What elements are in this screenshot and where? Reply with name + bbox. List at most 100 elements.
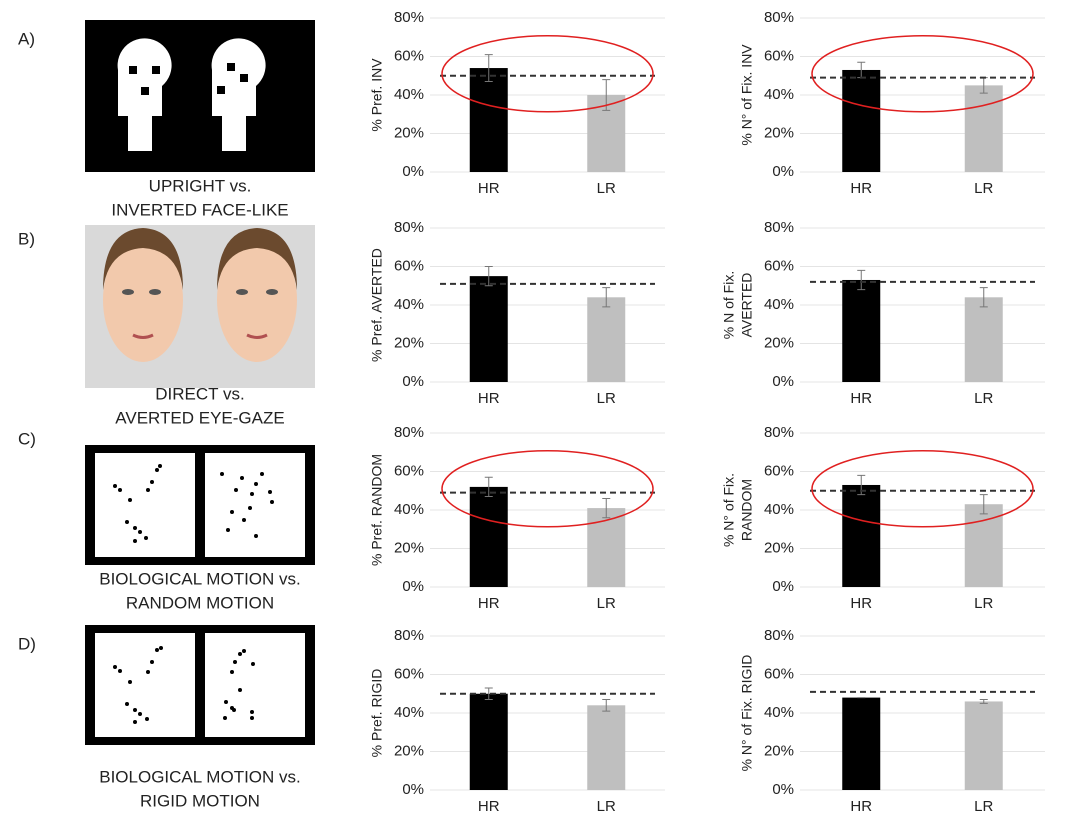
y-axis-label: RANDOM bbox=[739, 479, 755, 541]
bar bbox=[842, 279, 881, 382]
y-tick-label: 20% bbox=[764, 124, 794, 141]
x-tick-label: HR bbox=[850, 595, 872, 612]
bar bbox=[964, 504, 1003, 587]
y-axis-label: % N° of Fix. bbox=[721, 473, 737, 547]
y-tick-label: 0% bbox=[402, 373, 424, 390]
highlight-ellipse bbox=[811, 35, 1034, 113]
stimulus-caption: UPRIGHT vs. bbox=[149, 176, 252, 195]
x-tick-label: HR bbox=[478, 180, 500, 197]
y-tick-label: 0% bbox=[772, 781, 794, 798]
panel-label: A) bbox=[18, 29, 35, 48]
bar bbox=[842, 69, 881, 172]
panel-label: D) bbox=[18, 634, 36, 653]
stimulus-caption: BIOLOGICAL MOTION vs. bbox=[99, 569, 301, 588]
x-tick-label: HR bbox=[478, 390, 500, 407]
stimulus-caption: INVERTED FACE-LIKE bbox=[111, 200, 288, 219]
stimulus-rigid-motion bbox=[85, 625, 315, 745]
y-axis-label: % Pref. INV bbox=[369, 58, 385, 132]
x-tick-label: LR bbox=[974, 595, 993, 612]
bar bbox=[587, 508, 626, 587]
bar bbox=[964, 85, 1003, 172]
y-tick-label: 60% bbox=[394, 462, 424, 479]
stimulus-caption: DIRECT vs. bbox=[155, 384, 244, 403]
y-tick-label: 40% bbox=[394, 704, 424, 721]
error-bar bbox=[602, 699, 611, 712]
y-tick-label: 0% bbox=[402, 781, 424, 798]
y-tick-label: 40% bbox=[764, 704, 794, 721]
error-bar bbox=[484, 476, 493, 498]
error-bar bbox=[602, 287, 611, 308]
bar bbox=[964, 701, 1003, 790]
panel-label: B) bbox=[18, 229, 35, 248]
y-tick-label: 80% bbox=[394, 9, 424, 26]
bar bbox=[842, 697, 881, 790]
error-bar bbox=[484, 54, 493, 83]
y-tick-label: 60% bbox=[764, 462, 794, 479]
highlight-ellipse bbox=[441, 35, 654, 113]
x-tick-label: HR bbox=[850, 798, 872, 815]
bar bbox=[587, 705, 626, 790]
error-bar bbox=[979, 494, 988, 515]
y-tick-label: 60% bbox=[764, 47, 794, 64]
y-tick-label: 0% bbox=[772, 163, 794, 180]
x-tick-label: HR bbox=[850, 390, 872, 407]
x-tick-label: LR bbox=[597, 390, 616, 407]
y-tick-label: 60% bbox=[394, 47, 424, 64]
y-tick-label: 20% bbox=[394, 742, 424, 759]
x-tick-label: LR bbox=[597, 180, 616, 197]
y-axis-label: % Pref. RANDOM bbox=[369, 454, 385, 566]
y-axis-label: % Pref. RIGID bbox=[369, 669, 385, 758]
stimulus-caption: AVERTED EYE-GAZE bbox=[115, 408, 284, 427]
y-tick-label: 40% bbox=[764, 86, 794, 103]
y-tick-label: 60% bbox=[394, 665, 424, 682]
y-tick-label: 0% bbox=[772, 373, 794, 390]
stimulus-faces bbox=[85, 225, 315, 388]
y-axis-label: % N° of Fix. INV bbox=[739, 44, 755, 146]
y-tick-label: 80% bbox=[764, 219, 794, 236]
x-tick-label: LR bbox=[597, 595, 616, 612]
error-bar bbox=[857, 269, 866, 291]
y-tick-label: 20% bbox=[764, 334, 794, 351]
error-bar bbox=[484, 266, 493, 287]
y-axis-label: % N of Fix. bbox=[721, 271, 737, 339]
y-tick-label: 0% bbox=[402, 163, 424, 180]
y-tick-label: 40% bbox=[764, 501, 794, 518]
y-tick-label: 20% bbox=[764, 742, 794, 759]
y-tick-label: 40% bbox=[764, 296, 794, 313]
y-tick-label: 80% bbox=[764, 424, 794, 441]
bar bbox=[469, 276, 508, 382]
x-tick-label: LR bbox=[974, 798, 993, 815]
stimulus-caption: RANDOM MOTION bbox=[126, 593, 274, 612]
y-tick-label: 60% bbox=[394, 257, 424, 274]
x-tick-label: LR bbox=[597, 798, 616, 815]
x-tick-label: LR bbox=[974, 390, 993, 407]
x-tick-label: HR bbox=[850, 180, 872, 197]
y-tick-label: 60% bbox=[764, 665, 794, 682]
y-axis-label: % N° of Fix. RIGID bbox=[739, 655, 755, 772]
error-bar bbox=[484, 687, 493, 701]
stimulus-random-motion bbox=[85, 445, 315, 565]
x-tick-label: LR bbox=[974, 180, 993, 197]
stimulus-caption: RIGID MOTION bbox=[140, 791, 260, 810]
y-tick-label: 40% bbox=[394, 501, 424, 518]
y-tick-label: 80% bbox=[394, 627, 424, 644]
bar bbox=[469, 486, 508, 587]
y-tick-label: 60% bbox=[764, 257, 794, 274]
highlight-ellipse bbox=[811, 450, 1034, 528]
y-tick-label: 40% bbox=[394, 86, 424, 103]
x-tick-label: HR bbox=[478, 595, 500, 612]
y-axis-label: % Pref. AVERTED bbox=[369, 248, 385, 362]
y-tick-label: 80% bbox=[764, 9, 794, 26]
y-tick-label: 0% bbox=[402, 578, 424, 595]
bar bbox=[587, 297, 626, 382]
panel-label: C) bbox=[18, 429, 36, 448]
y-tick-label: 0% bbox=[772, 578, 794, 595]
y-axis-label: AVERTED bbox=[739, 273, 755, 338]
error-bar bbox=[979, 699, 988, 704]
bar bbox=[469, 68, 508, 172]
y-tick-label: 20% bbox=[394, 539, 424, 556]
y-tick-label: 40% bbox=[394, 296, 424, 313]
y-tick-label: 20% bbox=[764, 539, 794, 556]
